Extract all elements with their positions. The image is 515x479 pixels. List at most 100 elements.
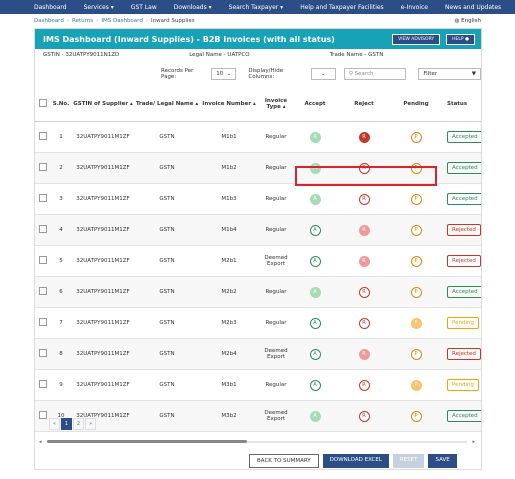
row-checkbox[interactable] (39, 380, 47, 388)
crumb-ims-dashboard[interactable]: IMS Dashboard (101, 18, 143, 24)
row-trade-name: GSTN (135, 183, 199, 215)
accept-button[interactable]: A (309, 348, 321, 360)
pending-button[interactable]: P (410, 255, 422, 267)
pending-button[interactable]: P (410, 131, 422, 143)
col-gstin[interactable]: GSTIN of Supplier ▴ (71, 87, 135, 122)
pending-button[interactable]: P (410, 224, 422, 236)
records-per-page-select[interactable]: 10 ⌄ (211, 68, 237, 80)
row-sno: 9 (51, 369, 71, 401)
reject-button[interactable]: R (358, 410, 370, 422)
pending-button[interactable]: P (410, 379, 422, 391)
display-columns-select[interactable]: ⌄ (310, 68, 336, 80)
reject-button[interactable]: R (358, 379, 370, 391)
col-invoice-type[interactable]: Invoice Type ▴ (259, 87, 293, 122)
crumb-returns[interactable]: Returns (72, 18, 94, 24)
row-checkbox[interactable] (39, 256, 47, 264)
search-input[interactable]: ⚲ Search (343, 68, 407, 80)
nav-news[interactable]: News and Updates (445, 3, 502, 11)
reset-button[interactable]: RESET (392, 454, 425, 468)
page-2[interactable]: 2 (73, 418, 84, 430)
chevron-down-icon: ⌄ (226, 71, 232, 77)
reject-button[interactable]: R (358, 255, 370, 267)
nav-gst-law[interactable]: GST Law (130, 3, 157, 11)
page-prev[interactable]: « (49, 418, 60, 430)
scroll-thumb[interactable] (47, 440, 247, 443)
row-checkbox[interactable] (39, 318, 47, 326)
accept-button[interactable]: A (309, 379, 321, 391)
row-invoice-type: Regular (259, 369, 293, 401)
accept-cell: A (293, 121, 337, 153)
reject-button[interactable]: R (358, 224, 370, 236)
accept-button[interactable]: A (309, 410, 321, 422)
accept-button[interactable]: A (309, 286, 321, 298)
row-select-cell (35, 245, 51, 277)
accept-button[interactable]: A (309, 162, 321, 174)
pending-button[interactable]: P (410, 317, 422, 329)
download-excel-button[interactable]: DOWNLOAD EXCEL (322, 454, 389, 468)
pending-button[interactable]: P (410, 193, 422, 205)
row-highlight-box (295, 166, 437, 186)
scroll-right-icon[interactable]: ▸ (472, 439, 475, 445)
page-1[interactable]: 1 (61, 418, 72, 430)
row-invoice-number: M2b2 (199, 276, 259, 308)
pending-button[interactable]: P (410, 348, 422, 360)
filter-button[interactable]: Filter ▼ (418, 68, 481, 80)
help-button[interactable]: HELP ● (446, 33, 475, 45)
nav-help[interactable]: Help and Taxpayer Facilities (300, 3, 384, 11)
select-all-checkbox[interactable] (39, 99, 47, 107)
language-selector[interactable]: ◍ English (455, 18, 481, 24)
reject-button[interactable]: R (358, 317, 370, 329)
nav-dashboard[interactable]: Dashboard (34, 3, 67, 11)
nav-services[interactable]: Services ▾ (83, 3, 114, 11)
page-next[interactable]: » (85, 418, 96, 430)
pending-button[interactable]: P (410, 410, 422, 422)
row-checkbox[interactable] (39, 411, 47, 419)
pending-cell: P (391, 183, 441, 215)
accept-button[interactable]: A (309, 255, 321, 267)
reject-button[interactable]: R (358, 193, 370, 205)
row-checkbox[interactable] (39, 287, 47, 295)
accept-button[interactable]: A (309, 317, 321, 329)
row-sno: 4 (51, 214, 71, 246)
scroll-left-icon[interactable]: ◂ (39, 439, 42, 445)
sort-icon: ▴ (195, 101, 199, 107)
reject-button[interactable]: R (358, 348, 370, 360)
pending-button[interactable]: P (410, 162, 422, 174)
accept-cell: A (293, 369, 337, 401)
row-sno: 5 (51, 245, 71, 277)
invoice-table: S.No. GSTIN of Supplier ▴ Trade/ Legal N… (35, 87, 481, 432)
row-checkbox[interactable] (39, 132, 47, 140)
reject-button[interactable]: R (358, 131, 370, 143)
language-label: English (461, 18, 481, 24)
back-to-summary-button[interactable]: BACK TO SUMMARY (249, 454, 319, 468)
table-row: 8 32UATPY9011M1ZF GSTN M2b4 Deemed Expor… (35, 338, 481, 370)
reject-button[interactable]: R (358, 162, 370, 174)
row-checkbox[interactable] (39, 349, 47, 357)
table-header-row: S.No. GSTIN of Supplier ▴ Trade/ Legal N… (35, 87, 481, 122)
legal-name-text: Legal Name - UATPCO (189, 52, 250, 58)
row-checkbox[interactable] (39, 163, 47, 171)
col-trade-name[interactable]: Trade/ Legal Name ▴ (135, 87, 199, 122)
accept-button[interactable]: A (309, 224, 321, 236)
horizontal-scrollbar[interactable]: ◂ ▸ (39, 439, 475, 445)
row-invoice-type: Deemed Export (259, 338, 293, 370)
scroll-track[interactable] (47, 441, 467, 443)
accept-button[interactable]: A (309, 193, 321, 205)
display-columns-label: Display/Hide Columns: (248, 68, 284, 80)
row-checkbox[interactable] (39, 194, 47, 202)
nav-downloads[interactable]: Downloads ▾ (173, 3, 212, 11)
col-pending: Pending (391, 87, 441, 122)
nav-einvoice[interactable]: e-Invoice (400, 3, 428, 11)
row-gstin: 32UATPY9011M1ZF (71, 214, 135, 246)
accept-button[interactable]: A (309, 131, 321, 143)
row-select-cell (35, 369, 51, 401)
col-sno[interactable]: S.No. (51, 87, 71, 122)
row-checkbox[interactable] (39, 225, 47, 233)
reject-button[interactable]: R (358, 286, 370, 298)
col-invoice-number[interactable]: Invoice Number ▴ (199, 87, 259, 122)
view-advisory-button[interactable]: VIEW ADVISORY (392, 33, 441, 45)
nav-search-taxpayer[interactable]: Search Taxpayer ▾ (228, 3, 284, 11)
pending-button[interactable]: P (410, 286, 422, 298)
crumb-dashboard[interactable]: Dashboard (34, 18, 64, 24)
save-button[interactable]: SAVE (428, 454, 457, 468)
